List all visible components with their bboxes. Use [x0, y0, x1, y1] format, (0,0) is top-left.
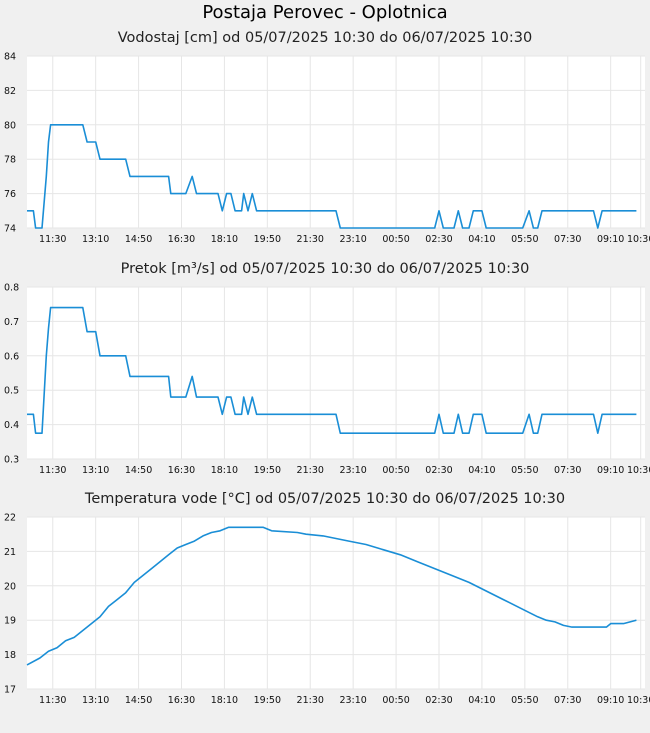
x-tick-label: 10:30: [627, 465, 650, 476]
y-tick-label: 84: [4, 52, 16, 63]
y-tick-label: 0.4: [4, 420, 19, 431]
x-tick-label: 16:30: [168, 695, 195, 706]
y-tick-label: 0.5: [4, 386, 19, 397]
chart-title-vodostaj: Vodostaj [cm] od 05/07/2025 10:30 do 06/…: [117, 30, 533, 46]
y-tick-label: 78: [4, 155, 16, 166]
x-tick-label: 18:10: [211, 695, 238, 706]
y-tick-label: 76: [4, 189, 16, 200]
x-tick-label: 21:30: [297, 234, 324, 245]
x-tick-label: 16:30: [168, 465, 195, 476]
x-tick-label: 13:10: [82, 465, 109, 476]
x-tick-label: 07:30: [554, 234, 581, 245]
x-tick-label: 11:30: [39, 234, 66, 245]
chart-title-pretok: Pretok [m³/s] od 05/07/2025 10:30 do 06/…: [120, 261, 530, 277]
x-tick-label: 23:10: [339, 465, 366, 476]
x-tick-label: 00:50: [382, 465, 409, 476]
x-tick-label: 18:10: [211, 234, 238, 245]
x-tick-label: 18:10: [211, 465, 238, 476]
y-tick-label: 18: [4, 650, 16, 661]
y-tick-label: 80: [4, 120, 16, 131]
x-tick-label: 02:30: [425, 234, 452, 245]
series-line: [27, 306, 637, 434]
y-tick-label: 0.8: [4, 283, 19, 294]
plot-area: [27, 56, 645, 228]
chart-title-temperatura: Temperatura vode [°C] od 05/07/2025 10:3…: [84, 491, 566, 507]
plot-area: [27, 517, 645, 689]
x-tick-label: 05:50: [511, 695, 538, 706]
x-tick-label: 13:10: [82, 234, 109, 245]
y-tick-label: 0.6: [4, 351, 19, 362]
x-tick-label: 21:30: [297, 695, 324, 706]
x-tick-label: 07:30: [554, 465, 581, 476]
series-line: [26, 526, 637, 666]
x-tick-label: 09:10: [597, 695, 624, 706]
x-tick-label: 10:30: [627, 234, 650, 245]
x-tick-label: 11:30: [39, 465, 66, 476]
y-tick-label: 0.3: [4, 455, 19, 466]
series-line: [27, 124, 637, 229]
x-tick-label: 00:50: [382, 695, 409, 706]
x-tick-label: 19:50: [254, 695, 281, 706]
chart-temperatura: 17 18 19 20 21 22 11:30 13:10 14:50 16:30 18:10 19:…: [4, 513, 650, 707]
x-tick-label: 02:30: [425, 465, 452, 476]
x-tick-label: 05:50: [511, 465, 538, 476]
x-tick-label: 19:50: [254, 234, 281, 245]
x-tick-label: 04:10: [468, 234, 495, 245]
x-tick-label: 23:10: [339, 695, 366, 706]
x-tick-label: 00:50: [382, 234, 409, 245]
x-tick-label: 19:50: [254, 465, 281, 476]
x-tick-label: 23:10: [339, 234, 366, 245]
x-tick-label: 11:30: [39, 695, 66, 706]
x-tick-label: 16:30: [168, 234, 195, 245]
x-tick-label: 02:30: [425, 695, 452, 706]
y-tick-label: 19: [4, 616, 16, 627]
y-tick-label: 22: [4, 513, 16, 524]
chart-vodostaj: 74 76 78 80 82 84 11:30 13:10 14:50 16:30 18:10 19:…: [4, 52, 650, 246]
x-tick-label: 10:30: [627, 695, 650, 706]
x-tick-label: 14:50: [125, 465, 152, 476]
x-tick-label: 14:50: [125, 695, 152, 706]
chart-pretok: 0.3 0.4 0.5 0.6 0.7 0.8 11:30 13:10 14:50 16:30 18…: [4, 283, 650, 477]
x-tick-label: 14:50: [125, 234, 152, 245]
y-tick-label: 21: [4, 547, 16, 558]
x-tick-label: 09:10: [597, 465, 624, 476]
y-tick-label: 17: [4, 685, 16, 696]
x-tick-label: 21:30: [297, 465, 324, 476]
x-tick-label: 04:10: [468, 465, 495, 476]
y-tick-label: 74: [4, 224, 16, 235]
page-title: Postaja Perovec - Oplotnica: [202, 2, 448, 23]
x-tick-label: 09:10: [597, 234, 624, 245]
x-tick-label: 13:10: [82, 695, 109, 706]
y-tick-label: 82: [4, 86, 16, 97]
y-tick-label: 0.7: [4, 317, 19, 328]
y-tick-label: 20: [4, 581, 16, 592]
plot-area: [27, 287, 645, 459]
x-tick-label: 04:10: [468, 695, 495, 706]
x-tick-label: 07:30: [554, 695, 581, 706]
x-tick-label: 05:50: [511, 234, 538, 245]
